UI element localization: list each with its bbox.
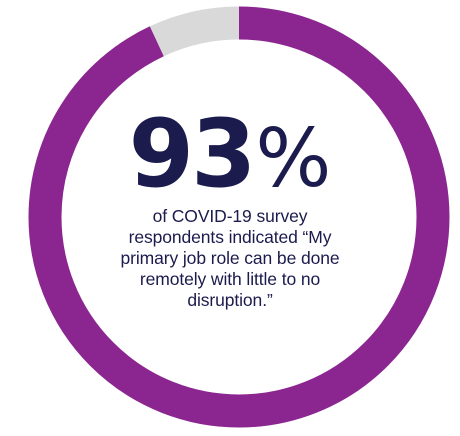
big-stat: 93% [110,108,350,202]
donut-slice-remaining [28,6,450,428]
stat-caption: of COVID-19 survey respondents indicated… [120,206,340,310]
center-stat-block: 93% of COVID-19 survey respondents indic… [110,108,350,311]
stat-percent-sign: % [255,112,332,205]
stat-value: 93 [128,100,257,209]
